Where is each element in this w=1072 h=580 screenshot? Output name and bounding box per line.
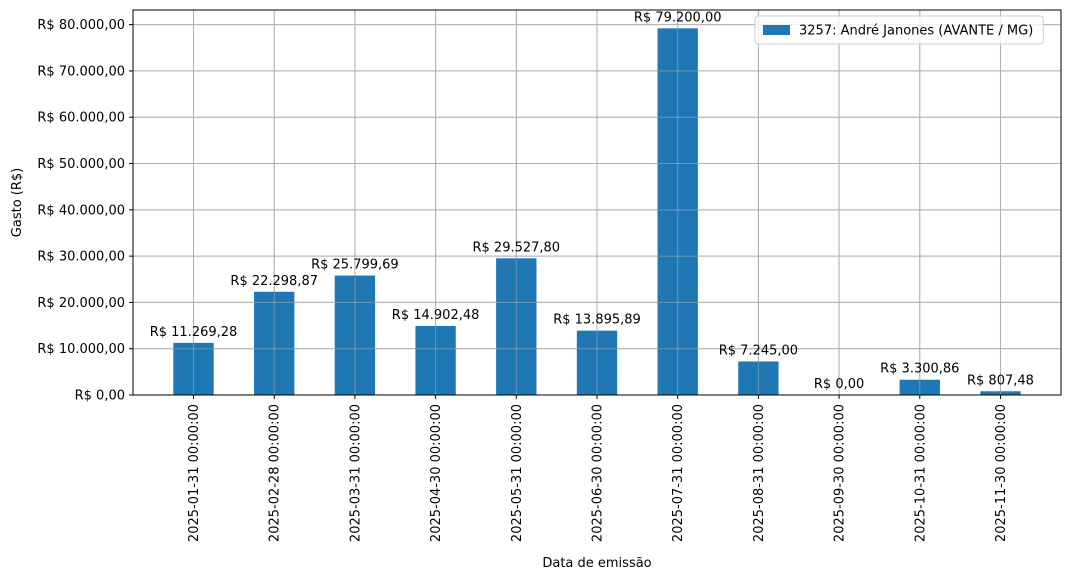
legend: 3257: André Janones (AVANTE / MG) — [754, 15, 1044, 45]
x-tick-label: 2025-09-30 00:00:00 — [833, 404, 848, 542]
bar-value-label: R$ 79.200,00 — [634, 10, 722, 25]
legend-swatch — [763, 25, 790, 35]
x-tick-label: 2025-01-31 00:00:00 — [187, 404, 202, 542]
bar-value-label: R$ 13.895,89 — [553, 313, 641, 328]
legend-entry-label: 3257: André Janones (AVANTE / MG) — [799, 24, 1033, 39]
x-tick-label: 2025-07-31 00:00:00 — [671, 404, 686, 542]
y-tick-label: R$ 0,00 — [75, 389, 125, 404]
bar-value-label: R$ 14.902,48 — [392, 308, 480, 323]
x-tick-label: 2025-08-31 00:00:00 — [752, 404, 767, 542]
bar-value-label: R$ 3.300,86 — [880, 362, 959, 377]
y-tick-label: R$ 40.000,00 — [37, 203, 125, 218]
bar-value-labels: R$ 11.269,28 R$ 22.298,87R$ 25.799,69 R$ 1… — [150, 10, 1034, 392]
y-tick-label: R$ 80.000,00 — [37, 18, 125, 33]
bar-value-label: R$ 807,48 — [967, 373, 1034, 388]
x-tick-label: 2025-03-31 00:00:00 — [348, 404, 363, 542]
x-tick-label: 2025-04-30 00:00:00 — [429, 404, 444, 542]
bar-value-label: R$ 7.245,00 — [719, 343, 798, 358]
y-tick-label: R$ 70.000,00 — [37, 64, 125, 79]
y-tick-label: R$ 30.000,00 — [37, 250, 125, 265]
y-tick-label: R$ 50.000,00 — [37, 157, 125, 172]
legend-box — [754, 15, 1044, 45]
x-tick-label: 2025-05-31 00:00:00 — [510, 404, 525, 542]
x-tick-label: 2025-10-31 00:00:00 — [913, 404, 928, 542]
bar-value-label: R$ 25.799,69 — [311, 258, 399, 273]
x-tick-label: 2025-06-30 00:00:00 — [591, 404, 606, 542]
bar-value-label: R$ 11.269,28 — [150, 325, 238, 340]
x-tick-label: 2025-02-28 00:00:00 — [268, 404, 283, 542]
x-tick-label: 2025-11-30 00:00:00 — [994, 404, 1009, 542]
bar-value-label: R$ 29.527,80 — [472, 240, 560, 255]
y-tick-label: R$ 60.000,00 — [37, 111, 125, 126]
y-axis: R$ 0,00 R$ 10.000,00 R$ 20.000,00 R$ 30.000… — [37, 18, 133, 404]
bar-value-label: R$ 0,00 — [814, 377, 864, 392]
y-tick-label: R$ 10.000,00 — [37, 342, 125, 357]
x-axis-label: Data de emissão — [542, 556, 651, 571]
x-axis: 2025-01-31 00:00:00 2025-02-28 00:00:00 20… — [187, 395, 1009, 542]
y-tick-label: R$ 20.000,00 — [37, 296, 125, 311]
y-axis-label: Gasto (R$) — [10, 168, 25, 237]
bar-value-label: R$ 22.298,87 — [230, 274, 318, 289]
